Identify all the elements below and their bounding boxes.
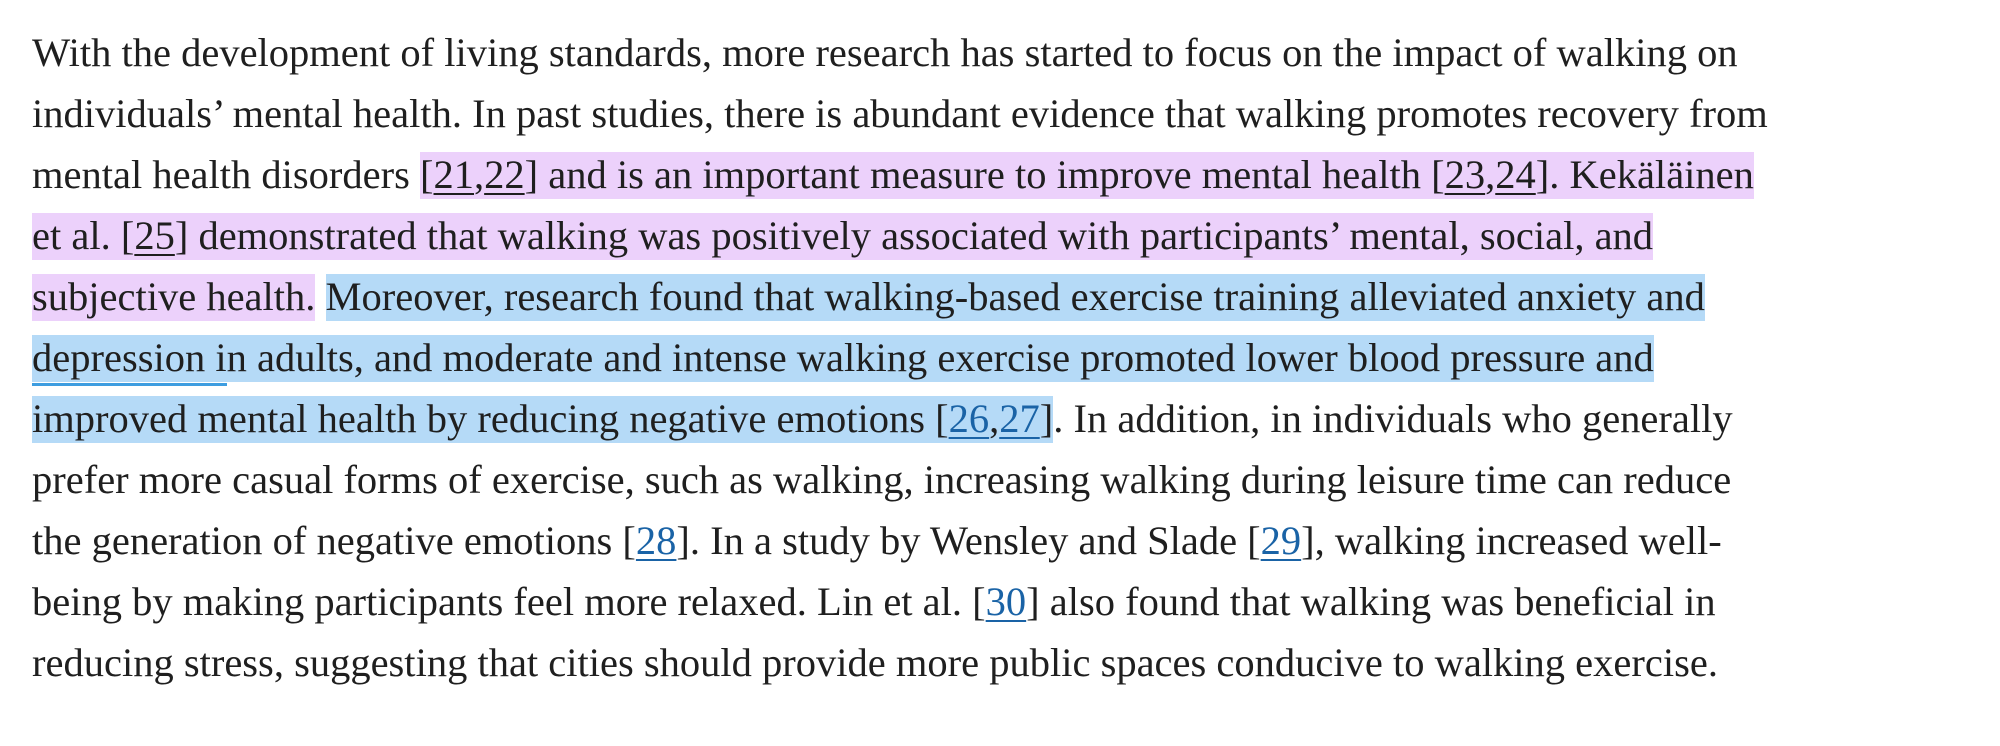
text-line-4: et al. [25] demonstrated that walking wa… [32, 205, 1982, 266]
citation-link-23[interactable]: 23 [1444, 152, 1486, 197]
text-line-9: the generation of negative emotions [28]… [32, 510, 1982, 571]
citation-link-24[interactable]: 24 [1495, 152, 1536, 197]
citation-link-22[interactable]: 22 [484, 152, 525, 197]
text-segment: ] demonstrated that walking was positive… [174, 213, 1654, 258]
text-segment: . In addition, in individuals who genera… [1053, 396, 1733, 441]
text-segment: improved mental health by reducing negat… [32, 396, 949, 441]
citation-link-28[interactable]: 28 [635, 518, 677, 563]
blue-highlight[interactable]: Moreover, research found that walking-ba… [325, 274, 1705, 321]
text-line-2: individuals’ mental health. In past stud… [32, 83, 1982, 144]
text-line-6: depression in adults, and moderate and i… [32, 327, 1982, 388]
text-line-8: prefer more casual forms of exercise, su… [32, 449, 1982, 510]
text-segment: the generation of negative emotions [ [32, 518, 636, 563]
text-segment: et al. [ [32, 213, 135, 258]
citation-link-21[interactable]: 21 [433, 152, 475, 197]
text-segment [315, 274, 325, 319]
text-line-5: subjective health. Moreover, research fo… [32, 266, 1982, 327]
text-segment: ] [1039, 396, 1054, 441]
text-segment: individuals’ mental health. In past stud… [32, 91, 1768, 136]
purple-highlight[interactable]: et al. [25] demonstrated that walking wa… [32, 213, 1654, 260]
text-segment: reducing stress, suggesting that cities … [32, 640, 1718, 685]
article-paragraph: With the development of living standards… [32, 22, 1982, 693]
citation-link-29[interactable]: 29 [1260, 518, 1302, 563]
text-segment: ] and is an important measure to improve… [524, 152, 1445, 197]
text-segment: , [1485, 152, 1496, 197]
text-segment: [ [420, 152, 434, 197]
citation-link-27[interactable]: 27 [999, 396, 1040, 441]
text-line-1: With the development of living standards… [32, 22, 1982, 83]
text-segment: ]. In a study by Wensley and Slade [ [676, 518, 1261, 563]
text-line-3: mental health disorders [21,22] and is a… [32, 144, 1982, 205]
text-segment: mental health disorders [32, 152, 421, 197]
citation-link-25[interactable]: 25 [134, 213, 175, 258]
text-segment: being by making participants feel more r… [32, 579, 986, 624]
text-segment: prefer more casual forms of exercise, su… [32, 457, 1732, 502]
text-line-7: improved mental health by reducing negat… [32, 388, 1982, 449]
text-segment: ]. Kekäläinen [1535, 152, 1754, 197]
blue-highlight[interactable]: depression in adults, and moderate and i… [32, 335, 1654, 382]
citation-link-26[interactable]: 26 [948, 396, 990, 441]
text-segment: ] also found that walking was beneficial… [1026, 579, 1716, 624]
purple-highlight[interactable]: subjective health. [32, 274, 316, 321]
text-segment: , [989, 396, 1000, 441]
text-line-11: reducing stress, suggesting that cities … [32, 632, 1982, 693]
citation-link-30[interactable]: 30 [985, 579, 1027, 624]
blue-highlight[interactable]: improved mental health by reducing negat… [32, 396, 1054, 443]
annotation-underline [32, 383, 227, 386]
text-segment: With the development of living standards… [32, 30, 1738, 75]
text-segment: , [474, 152, 485, 197]
text-segment: ], walking increased well- [1301, 518, 1722, 563]
purple-highlight[interactable]: [21,22] and is an important measure to i… [420, 152, 1754, 199]
text-line-10: being by making participants feel more r… [32, 571, 1982, 632]
